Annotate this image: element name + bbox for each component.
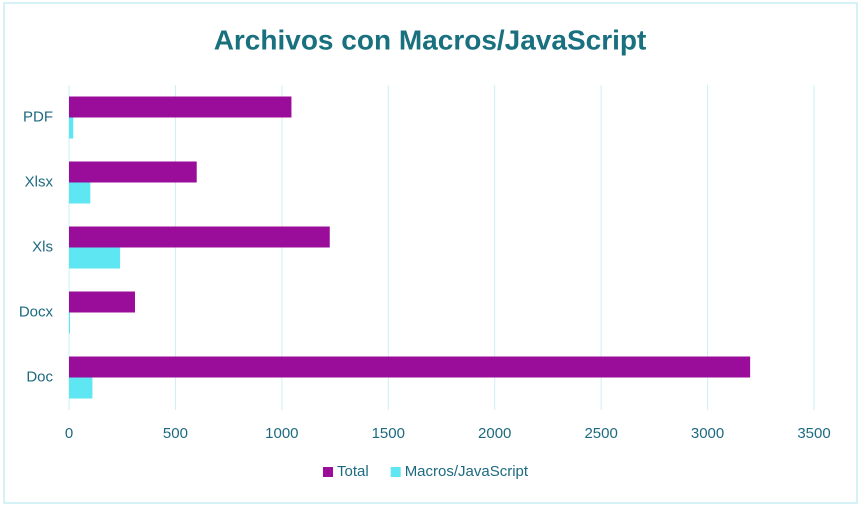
x-tick-label: 3000 [691, 425, 724, 442]
bar [69, 291, 135, 313]
x-tick-label: 1500 [372, 425, 405, 442]
chart-title: Archivos con Macros/JavaScript [214, 24, 647, 55]
x-tick-label: 2500 [584, 425, 617, 442]
y-tick-label: PDF [23, 108, 53, 125]
legend-swatch [323, 467, 333, 477]
y-tick-label: Xls [32, 238, 53, 255]
y-tick-label: Docx [19, 303, 54, 320]
bar [69, 161, 197, 183]
x-tick-label: 0 [65, 425, 73, 442]
bar [69, 312, 71, 334]
bar [69, 96, 292, 118]
y-tick-label: Xlsx [25, 173, 54, 190]
y-tick-label: Doc [26, 368, 53, 385]
bar [69, 356, 751, 378]
legend-swatch [390, 467, 401, 477]
chart-border [3, 2, 858, 504]
x-tick-label: 3500 [797, 425, 830, 442]
x-tick-label: 1000 [265, 425, 298, 442]
bar [69, 117, 74, 139]
bar [69, 182, 91, 204]
x-tick-label: 2000 [478, 425, 511, 442]
legend-label: Macros/JavaScript [405, 463, 529, 480]
bar [69, 377, 93, 399]
bar [69, 226, 330, 248]
bar [69, 247, 121, 269]
x-tick-label: 500 [163, 425, 188, 442]
legend-label: Total [337, 463, 369, 480]
